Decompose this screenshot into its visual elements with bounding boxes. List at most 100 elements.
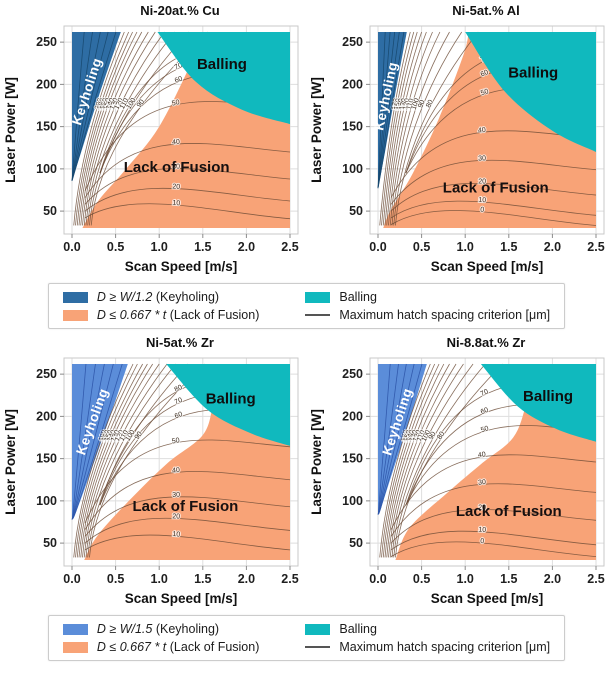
plot-canvas-ni20cu: 2001801601501401301201101009080706050403… — [0, 20, 306, 278]
x-tick-label: 1.5 — [500, 572, 517, 586]
plot-title-ni88zr: Ni-8.8at.% Zr — [446, 335, 526, 350]
plot-canvas-ni5zr: 180 160 150 140 130 120 110 100 90 80 70 60 50 40 30 20… — [0, 352, 306, 610]
plot-svg: 2001801601501401301201101009080706050403… — [3, 25, 299, 274]
plot-canvas-ni5al: 1701501401301201101009080706050403020100… — [306, 20, 612, 278]
legend-label-lack-of-fusion: D ≤ 0.667 * t (Lack of Fusion) — [97, 640, 260, 654]
x-tick-label: 0.5 — [413, 572, 430, 586]
x-tick-label: 1.5 — [194, 572, 211, 586]
balling-region — [480, 364, 596, 442]
y-tick-label: 200 — [36, 409, 57, 423]
contour-label: 90 — [136, 98, 146, 109]
x-tick-label: 2.0 — [238, 572, 255, 586]
contour-label: 110 — [406, 98, 416, 111]
subplot-ni20cu: Ni-20at.% Cu 200 180 160 150 140 130 120 110 100… — [0, 2, 306, 278]
contour-label: 0 — [480, 538, 485, 545]
contour-label: 140 — [396, 98, 405, 111]
y-axis-label: Laser Power [W] — [309, 409, 324, 515]
y-tick-label: 50 — [43, 536, 57, 550]
contour-label: 120 — [402, 98, 412, 111]
y-tick-label: 50 — [349, 204, 363, 218]
contour-label: 70 — [480, 388, 490, 398]
legend-suffix: (Keyholing) — [152, 290, 220, 304]
y-tick-label: 200 — [342, 409, 363, 423]
contour-label: 80 — [425, 99, 435, 109]
x-tick-label: 0.5 — [107, 240, 124, 254]
contour-label: 80 — [436, 430, 446, 440]
y-tick-label: 150 — [36, 452, 57, 466]
legend-label-keyholing: D ≥ W/1.2 (Keyholing) — [97, 290, 219, 304]
legend-item-keyholing: D ≥ W/1.5 (Keyholing) — [62, 622, 260, 636]
y-tick-label: 50 — [349, 536, 363, 550]
keyholing-region — [72, 32, 121, 181]
x-axis-label: Scan Speed [m/s] — [431, 591, 544, 606]
y-tick-label: 150 — [342, 120, 363, 134]
axis-ticks — [60, 373, 291, 570]
plot-canvas-ni88zr: 160 150 140 130 120 110 100 90 80 70 60 50 40 30 20 10 0… — [306, 352, 612, 610]
plot-frame — [369, 25, 605, 235]
legend-label-balling: Balling — [339, 290, 377, 304]
legend-suffix: Maximum hatch spacing criterion [μm] — [339, 308, 551, 322]
contour-label: 20 — [172, 183, 180, 190]
x-tick-label: 2.0 — [238, 240, 255, 254]
plot-frame — [369, 357, 605, 567]
y-axis-label: Laser Power [W] — [3, 409, 18, 515]
contour-label: 40 — [477, 451, 486, 459]
lack-of-fusion-label: Lack of Fusion — [124, 159, 230, 176]
legend-top: D ≥ W/1.2 (Keyholing) Balling D ≤ 0.667 … — [47, 283, 566, 329]
contour-label: 30 — [172, 492, 180, 499]
keyholing-contour-stripes — [377, 31, 405, 189]
balling-region — [465, 32, 596, 152]
x-tick-label: 1.5 — [194, 240, 211, 254]
contour-label: 60 — [174, 411, 184, 420]
contour-lines — [379, 31, 597, 226]
y-tick-label: 150 — [342, 452, 363, 466]
subplot-ni5zr: Ni-5at.% Zr 180 160 150 140 130 120 110 100 90 80… — [0, 334, 306, 610]
keyholing-region — [378, 364, 427, 515]
y-tick-label: 250 — [342, 367, 363, 381]
contour-label: 30 — [478, 479, 486, 487]
balling-region — [166, 364, 290, 446]
plot-svg: 1601501401301201101009080706050403020100… — [309, 357, 605, 606]
x-tick-label: 0.5 — [107, 572, 124, 586]
lack-of-fusion-swatch — [62, 309, 88, 321]
y-tick-label: 150 — [36, 120, 57, 134]
x-axis-label: Scan Speed [m/s] — [125, 591, 238, 606]
balling-label: Balling — [523, 388, 573, 405]
contour-label: 0 — [480, 207, 485, 214]
lack-of-fusion-label: Lack of Fusion — [132, 498, 238, 515]
y-tick-label: 100 — [342, 162, 363, 176]
plot-title-ni5al: Ni-5at.% Al — [452, 3, 520, 18]
contour-label: 30 — [172, 163, 180, 170]
x-tick-label: 2.5 — [281, 572, 298, 586]
x-tick-label: 0.0 — [369, 240, 386, 254]
y-tick-label: 250 — [36, 367, 57, 381]
hatch-line-swatch — [305, 314, 331, 316]
legend-item-lack-of-fusion: D ≤ 0.667 * t (Lack of Fusion) — [62, 308, 260, 322]
contour-label: 50 — [480, 425, 490, 434]
contour-label: 40 — [172, 467, 180, 475]
contour-label: 10 — [172, 531, 180, 539]
balling-layer — [465, 32, 596, 152]
legend-label-lack-of-fusion: D ≤ 0.667 * t (Lack of Fusion) — [97, 308, 260, 322]
contour-label: 70 — [174, 397, 184, 407]
balling-swatch — [305, 291, 331, 303]
balling-layer — [157, 32, 290, 125]
legend-label-keyholing: D ≥ W/1.5 (Keyholing) — [97, 622, 219, 636]
contour-label: 10 — [478, 197, 486, 205]
legend-suffix: (Lack of Fusion) — [166, 640, 260, 654]
plot-row-bottom: Ni-5at.% Zr 180 160 150 140 130 120 110 100 90 80… — [0, 334, 613, 610]
contour-label: 70 — [174, 62, 184, 72]
lack-of-fusion-label: Lack of Fusion — [443, 180, 549, 197]
x-tick-label: 0.5 — [413, 240, 430, 254]
plot-title-ni5zr: Ni-5at.% Zr — [146, 335, 214, 350]
legend-item-hatch-criterion: Maximum hatch spacing criterion [μm] — [305, 308, 550, 322]
y-tick-label: 50 — [43, 204, 57, 218]
contour-label: 150 — [393, 98, 402, 111]
contour-label: 20 — [478, 178, 486, 185]
x-tick-label: 2.5 — [587, 572, 604, 586]
contour-label: 130 — [399, 98, 408, 111]
